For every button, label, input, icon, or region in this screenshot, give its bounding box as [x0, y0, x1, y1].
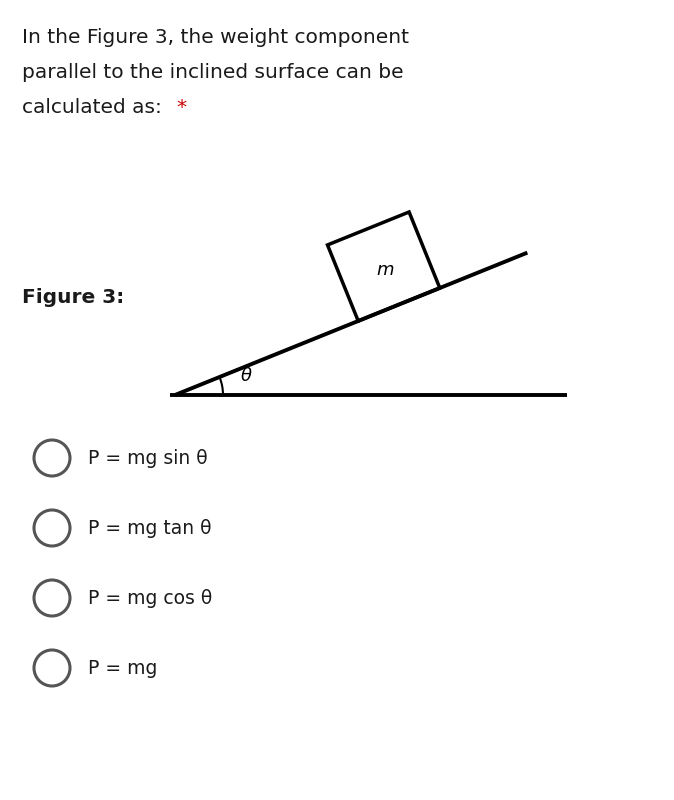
Text: *: *	[176, 98, 186, 117]
Text: parallel to the inclined surface can be: parallel to the inclined surface can be	[22, 63, 404, 82]
Text: P = mg: P = mg	[88, 658, 157, 678]
Text: P = mg sin θ: P = mg sin θ	[88, 449, 208, 467]
Text: Figure 3:: Figure 3:	[22, 288, 124, 307]
Text: calculated as:: calculated as:	[22, 98, 168, 117]
Text: In the Figure 3, the weight component: In the Figure 3, the weight component	[22, 28, 409, 47]
Text: P = mg tan θ: P = mg tan θ	[88, 518, 212, 538]
Text: P = mg cos θ: P = mg cos θ	[88, 589, 212, 607]
Text: $\theta$: $\theta$	[240, 367, 253, 385]
Text: m: m	[377, 262, 394, 279]
